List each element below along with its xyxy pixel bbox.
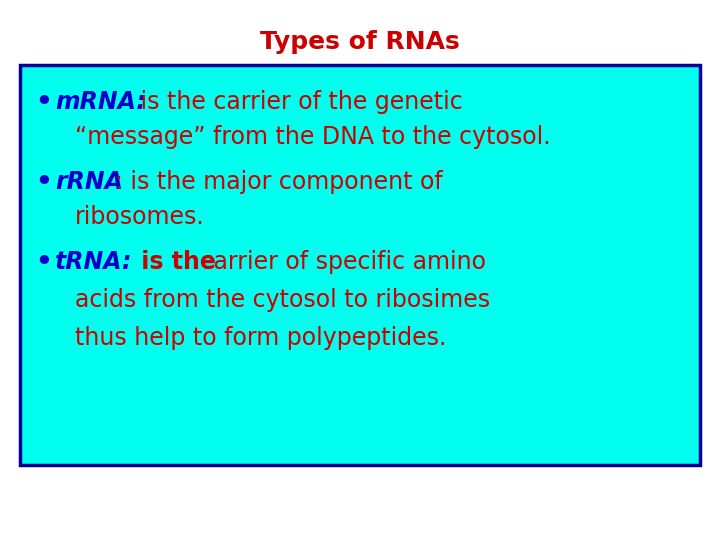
Text: is the: is the (133, 250, 216, 274)
Text: acids from the cytosol to ribosimes: acids from the cytosol to ribosimes (75, 288, 490, 312)
Text: tRNA:: tRNA: (55, 250, 132, 274)
Text: •: • (35, 250, 52, 276)
Text: rRNA: rRNA (55, 170, 123, 194)
Text: is the carrier of the genetic: is the carrier of the genetic (133, 90, 463, 114)
FancyBboxPatch shape (20, 65, 700, 465)
Text: •: • (35, 90, 52, 116)
Text: : is the major component of: : is the major component of (115, 170, 443, 194)
Text: •: • (35, 170, 52, 196)
Text: thus help to form polypeptides.: thus help to form polypeptides. (75, 326, 446, 350)
Text: ribosomes.: ribosomes. (75, 205, 204, 229)
Text: carrier of specific amino: carrier of specific amino (193, 250, 486, 274)
Text: mRNA:: mRNA: (55, 90, 146, 114)
Text: “message” from the DNA to the cytosol.: “message” from the DNA to the cytosol. (75, 125, 551, 149)
Text: Types of RNAs: Types of RNAs (260, 30, 460, 54)
